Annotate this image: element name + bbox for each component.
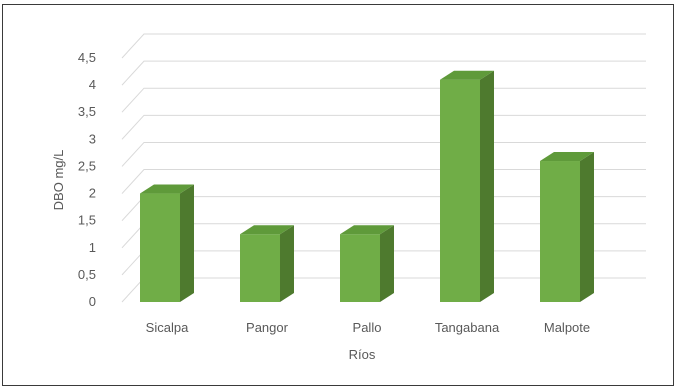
bar: [540, 152, 594, 302]
bars: [140, 70, 594, 302]
y-tick-label: 2,5: [78, 158, 96, 173]
bar-side: [380, 225, 394, 302]
bar-front: [440, 79, 480, 302]
bar-top: [240, 225, 294, 235]
bar-front: [340, 234, 380, 302]
bar-front: [540, 161, 580, 302]
bar-top: [440, 70, 494, 80]
y-axis-title: DBO mg/L: [51, 150, 66, 211]
y-tick-label: 3: [89, 131, 96, 146]
y-tick-label: 3,5: [78, 104, 96, 119]
gridline: [121, 60, 646, 86]
x-tick-label: Tangabana: [435, 320, 500, 335]
x-tick-label: Pallo: [353, 320, 382, 335]
bar: [240, 225, 294, 302]
x-tick-labels: Sicalpa Pangor Pallo Tangabana Malpote: [146, 320, 590, 335]
bar-top: [140, 184, 194, 194]
x-tick-label: Malpote: [544, 320, 590, 335]
gridline: [121, 114, 646, 140]
bar-side: [480, 70, 494, 302]
bar-top: [540, 152, 594, 162]
x-axis-title: Ríos: [349, 347, 376, 362]
bar-side: [280, 225, 294, 302]
gridline: [121, 87, 646, 113]
gridline: [121, 33, 646, 59]
bar: [140, 184, 194, 302]
y-tick-label: 4: [89, 77, 96, 92]
x-tick-label: Pangor: [246, 320, 289, 335]
y-tick-label: 1,5: [78, 213, 96, 228]
y-tick-label: 1: [89, 240, 96, 255]
bar-front: [140, 193, 180, 302]
y-tick-label: 0,5: [78, 267, 96, 282]
y-tick-labels: 0 0,5 1 1,5 2 2,5 3 3,5 4 4,5: [78, 50, 96, 309]
bar-side: [580, 152, 594, 302]
bar-front: [240, 234, 280, 302]
bar-top: [340, 225, 394, 235]
x-tick-label: Sicalpa: [146, 320, 189, 335]
bar-side: [180, 184, 194, 302]
y-tick-label: 0: [89, 294, 96, 309]
y-tick-label: 4,5: [78, 50, 96, 65]
bar: [340, 225, 394, 302]
y-tick-label: 2: [89, 186, 96, 201]
bar: [440, 70, 494, 302]
